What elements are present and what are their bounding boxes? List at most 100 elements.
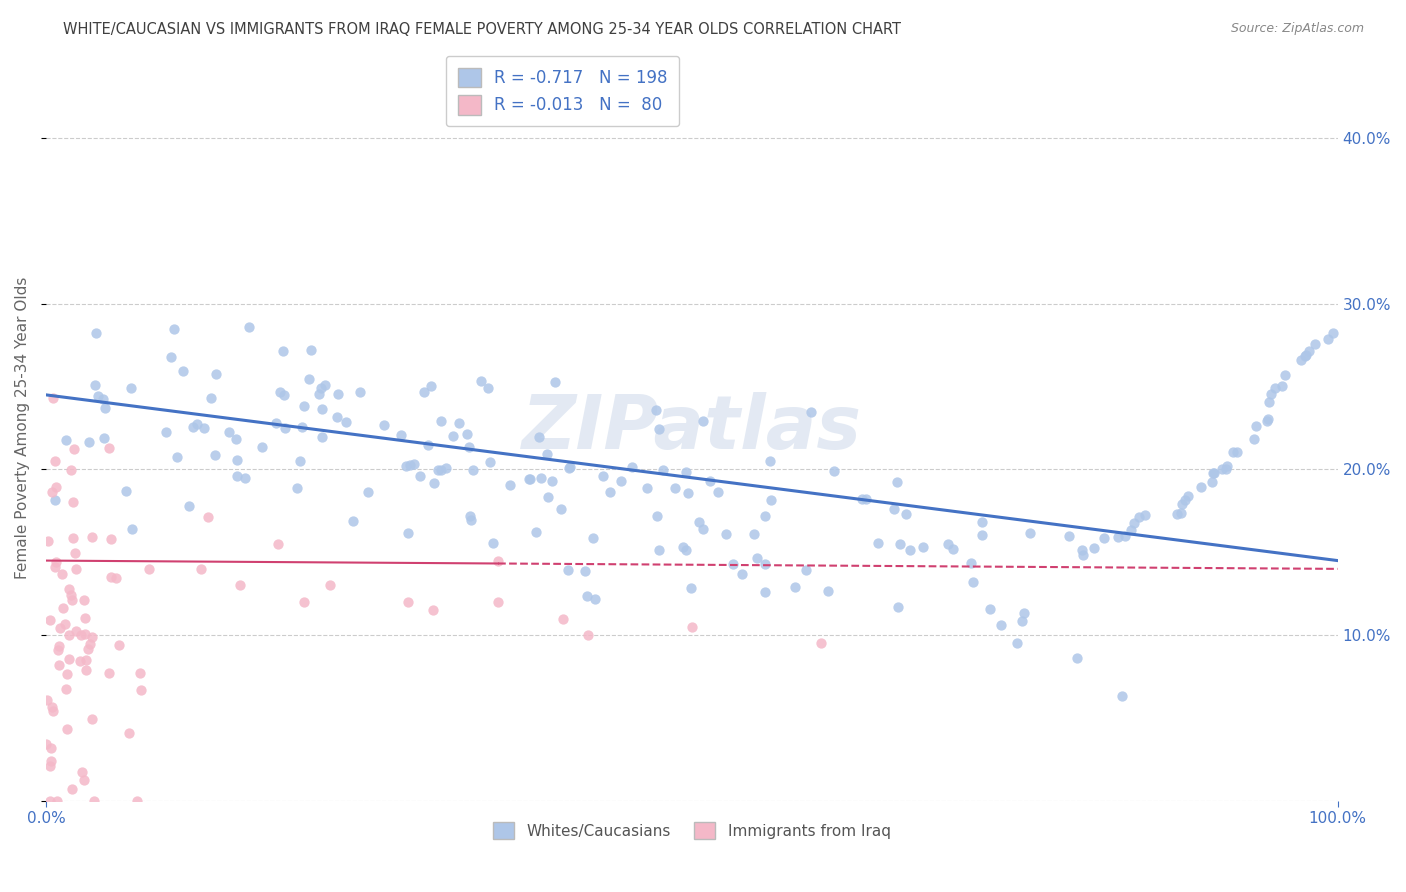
- Point: [55, 433, 77, 447]
- Point: [186, 417, 208, 431]
- Point: [426, 463, 449, 477]
- Point: [866, 536, 889, 550]
- Point: [65, 562, 87, 576]
- Point: [754, 557, 776, 571]
- Point: [49, 622, 72, 636]
- Point: [48, 657, 70, 672]
- Point: [675, 465, 697, 479]
- Point: [53, 616, 76, 631]
- Point: [707, 484, 730, 499]
- Point: [1174, 493, 1197, 508]
- Y-axis label: Female Poverty Among 25-34 Year Olds: Female Poverty Among 25-34 Year Olds: [15, 277, 30, 579]
- Point: [138, 562, 160, 576]
- Point: [1264, 381, 1286, 395]
- Point: [1298, 343, 1320, 358]
- Point: [118, 726, 141, 740]
- Point: [675, 542, 697, 557]
- Point: [578, 628, 600, 642]
- Point: [911, 540, 934, 554]
- Point: [326, 410, 349, 425]
- Point: [115, 483, 138, 498]
- Point: [1243, 433, 1265, 447]
- Point: [44, 454, 66, 468]
- Point: [228, 578, 250, 592]
- Point: [179, 499, 201, 513]
- Point: [458, 508, 481, 523]
- Point: [48, 639, 70, 653]
- Point: [886, 475, 908, 490]
- Point: [499, 478, 522, 492]
- Point: [70, 764, 93, 779]
- Point: [889, 537, 911, 551]
- Point: [86, 389, 108, 403]
- Point: [1274, 368, 1296, 383]
- Point: [75, 611, 97, 625]
- Point: [291, 420, 314, 434]
- Point: [810, 636, 832, 650]
- Point: [100, 570, 122, 584]
- Point: [699, 474, 721, 488]
- Point: [314, 377, 336, 392]
- Point: [73, 627, 96, 641]
- Point: [190, 562, 212, 576]
- Point: [794, 563, 817, 577]
- Point: [44, 560, 66, 574]
- Point: [972, 528, 994, 542]
- Point: [761, 492, 783, 507]
- Point: [41, 485, 63, 500]
- Point: [298, 372, 321, 386]
- Point: [731, 567, 754, 582]
- Point: [311, 430, 333, 444]
- Point: [800, 405, 823, 419]
- Point: [60, 463, 83, 477]
- Point: [1111, 689, 1133, 703]
- Point: [692, 414, 714, 428]
- Point: [233, 471, 256, 485]
- Point: [86, 326, 108, 340]
- Point: [60, 588, 83, 602]
- Point: [163, 321, 186, 335]
- Point: [583, 592, 606, 607]
- Point: [129, 665, 152, 680]
- Point: [39, 741, 62, 756]
- Point: [745, 550, 768, 565]
- Point: [52, 601, 75, 615]
- Point: [574, 564, 596, 578]
- Point: [1303, 336, 1326, 351]
- Point: [56, 723, 79, 737]
- Point: [299, 343, 322, 357]
- Point: [84, 378, 107, 392]
- Text: Source: ZipAtlas.com: Source: ZipAtlas.com: [1230, 22, 1364, 36]
- Point: [1011, 614, 1033, 628]
- Point: [39, 754, 62, 768]
- Point: [197, 510, 219, 524]
- Point: [93, 431, 115, 445]
- Point: [1260, 386, 1282, 401]
- Point: [79, 637, 101, 651]
- Point: [309, 381, 332, 395]
- Point: [80, 712, 103, 726]
- Point: [120, 381, 142, 395]
- Point: [1114, 529, 1136, 543]
- Point: [35, 737, 58, 751]
- Point: [288, 453, 311, 467]
- Point: [541, 475, 564, 489]
- Point: [204, 448, 226, 462]
- Point: [1123, 516, 1146, 530]
- Point: [266, 416, 288, 430]
- Point: [77, 434, 100, 449]
- Point: [1211, 462, 1233, 476]
- Point: [529, 430, 551, 444]
- Point: [335, 415, 357, 429]
- Point: [644, 402, 666, 417]
- Point: [418, 438, 440, 452]
- Point: [544, 375, 567, 389]
- Point: [883, 501, 905, 516]
- Point: [389, 427, 412, 442]
- Point: [98, 666, 121, 681]
- Point: [1316, 332, 1339, 346]
- Point: [108, 638, 131, 652]
- Point: [62, 495, 84, 509]
- Point: [524, 524, 547, 539]
- Point: [823, 464, 845, 478]
